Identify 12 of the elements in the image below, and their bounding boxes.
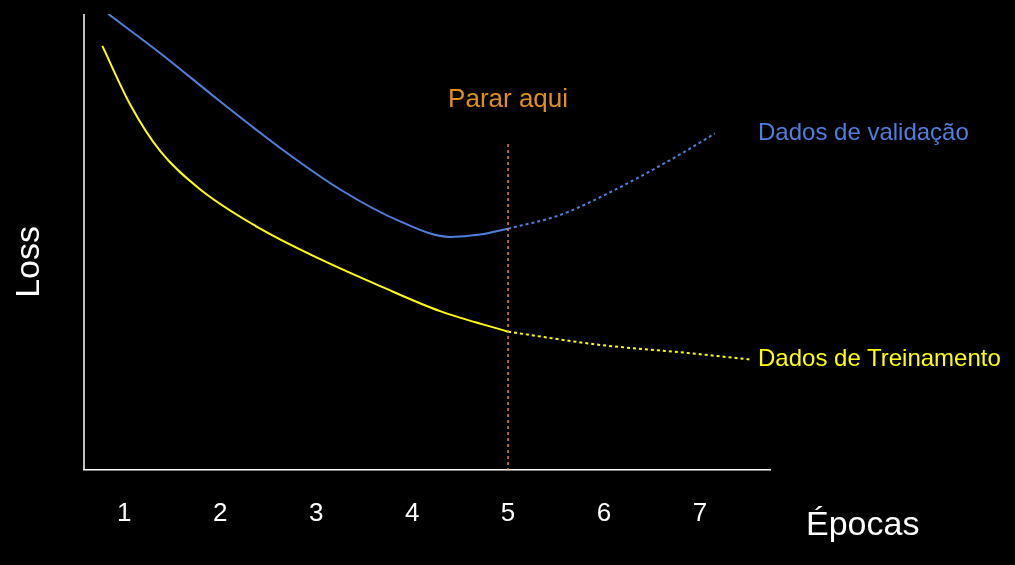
x-tick-label: 2	[213, 496, 228, 527]
x-axis-title: Épocas	[806, 504, 920, 543]
series-label: Dados de validação	[758, 118, 969, 146]
ref-line-label: Parar aqui	[448, 83, 569, 114]
x-tick-label: 1	[117, 496, 132, 527]
x-tick-label: 6	[596, 496, 612, 527]
y-axis-title: Loss	[8, 225, 47, 298]
x-tick-label: 4	[404, 496, 420, 527]
series-label: Dados de Treinamento	[758, 344, 1001, 372]
x-tick-label: 5	[500, 496, 516, 527]
x-tick-label: 7	[692, 496, 708, 527]
x-tick-label: 3	[308, 496, 324, 527]
